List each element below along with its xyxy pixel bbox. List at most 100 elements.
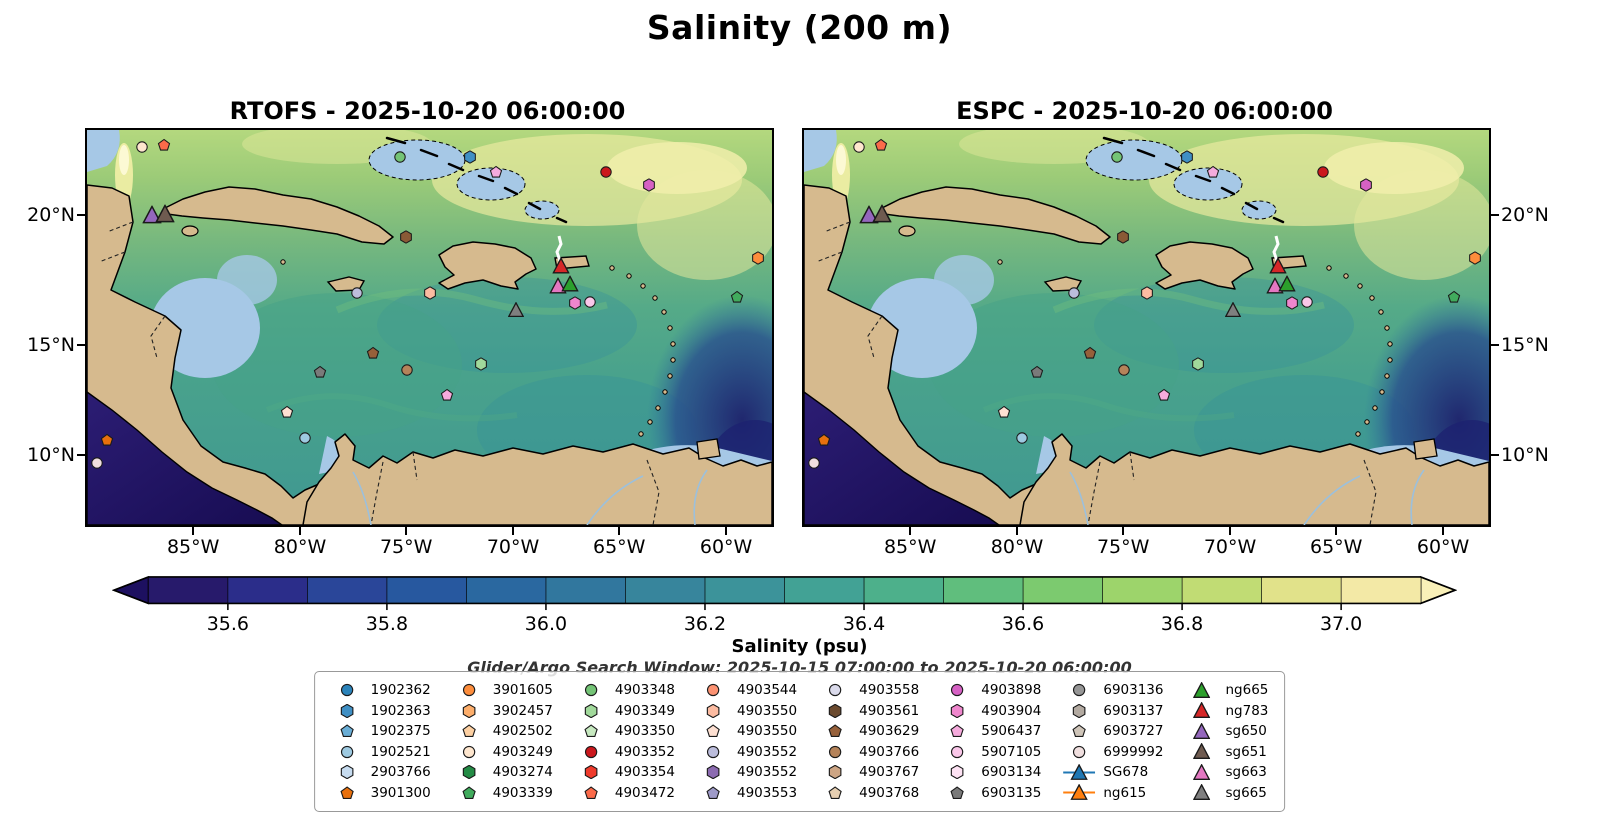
platform-marker: [997, 405, 1011, 419]
legend-item-4903558: 4903558: [819, 680, 919, 701]
lat-tick-label: 20°N: [27, 203, 75, 226]
colorbar-tick-label: 36.0: [524, 613, 568, 635]
platform-marker: [600, 165, 613, 178]
hexagon-marker-icon: [453, 703, 485, 718]
legend-label: 4903550: [736, 702, 798, 719]
legend-label: 6999992: [1103, 743, 1164, 760]
legend-label: 3901605: [492, 682, 553, 699]
legend-label: ng783: [1225, 702, 1269, 719]
lat-tick-mark: [1491, 213, 1499, 216]
hexagon-marker-icon: [400, 230, 413, 244]
platform-marker-sg665: [1224, 301, 1242, 318]
lon-tick-mark: [1016, 527, 1019, 535]
triangle-marker-icon: [1192, 784, 1210, 801]
platform-marker-sg650: [859, 204, 879, 224]
circle-marker-icon: [136, 141, 148, 153]
legend-label: 4903544: [736, 682, 798, 699]
legend-label: 4903904: [981, 702, 1042, 719]
legend-label: 4903550: [736, 723, 798, 740]
legend-item-4903339: 4903339: [453, 783, 553, 804]
legend-item-4903550: 4903550: [697, 701, 797, 722]
legend-item-sg651: sg651: [1185, 742, 1268, 763]
legend-item-4903544: 4903544: [697, 680, 797, 701]
pentagon-marker-icon: [1072, 724, 1087, 738]
pentagon-marker-icon: [697, 786, 729, 800]
lon-tick-label: 65°W: [1310, 536, 1363, 558]
lat-tick-mark: [77, 454, 85, 457]
lon-tick-label: 60°W: [1416, 536, 1470, 558]
pentagon-marker-icon: [453, 724, 485, 738]
legend-label: 6903134: [981, 764, 1042, 781]
lon-tick-label: 80°W: [273, 536, 327, 558]
hexagon-marker-icon: [950, 703, 964, 718]
lon-tick-mark: [725, 527, 728, 535]
pentagon-marker-icon: [157, 138, 170, 151]
circle-marker-icon: [1301, 296, 1313, 308]
legend-item-1902363: 1902363: [331, 701, 431, 722]
triangle-marker-icon: [1192, 681, 1210, 698]
circle-marker-icon: [1118, 364, 1130, 376]
circle-marker-icon: [951, 745, 964, 758]
pentagon-marker-icon: [575, 724, 607, 738]
hexagon-marker-icon: [475, 357, 487, 371]
triangle-marker-icon: [1224, 301, 1242, 318]
legend-label: 4903249: [492, 743, 553, 760]
lon-tick-mark: [618, 527, 621, 535]
hexagon-marker-icon: [1141, 286, 1154, 300]
colorbar-ticks: 35.6 35.8 36.0 36.2 36.4 36.6 36.8 37.0: [112, 611, 1457, 635]
hexagon-marker-icon: [575, 765, 607, 780]
pentagon-marker-icon: [706, 724, 720, 738]
pentagon-marker-icon: [997, 405, 1011, 418]
platform-marker: [1359, 178, 1372, 192]
lon-tick-mark: [405, 527, 408, 535]
hexagon-marker-icon: [340, 765, 353, 780]
platform-marker: [1030, 365, 1044, 379]
platform-marker: [817, 433, 831, 447]
platform-marker: [367, 347, 380, 360]
platform-marker-sg651: [872, 203, 892, 224]
triangle-marker-icon: [1185, 763, 1217, 781]
legend-label: 5907105: [981, 743, 1042, 760]
lat-tick-mark: [77, 213, 85, 216]
legend-item-4903552: 4903552: [697, 762, 797, 783]
legend-label: sg663: [1225, 764, 1267, 781]
lat-tick-mark: [1491, 454, 1499, 457]
circle-marker-icon: [462, 745, 475, 758]
lon-tick-label: 75°W: [379, 536, 433, 558]
legend-label: 3901300: [370, 784, 431, 801]
pentagon-marker-icon: [1063, 724, 1095, 738]
circle-marker-icon: [1317, 166, 1329, 178]
lat-tick-label: 10°N: [1501, 444, 1549, 467]
legend-label: 4903274: [492, 764, 553, 781]
hexagon-marker-icon: [584, 703, 598, 718]
pentagon-marker-icon: [828, 724, 842, 738]
pentagon-marker-icon: [950, 786, 964, 799]
map-espc: 20°N 15°N 10°N 85°W 80°W 75°W 70°W 65°W 60°W: [802, 128, 1549, 558]
pentagon-marker-icon: [453, 786, 485, 800]
pentagon-marker-icon: [462, 786, 476, 799]
hexagon-marker-icon: [1073, 703, 1086, 718]
legend-label: 4903552: [736, 743, 798, 760]
legend-label: 4903558: [859, 682, 920, 699]
pentagon-marker-icon: [280, 405, 294, 418]
pentagon-marker-icon: [1206, 165, 1220, 178]
legend-item-4903552: 4903552: [697, 742, 797, 763]
circle-marker-icon: [941, 745, 973, 759]
hexagon-marker-icon: [819, 765, 851, 780]
legend-item-4903348: 4903348: [575, 680, 675, 701]
triangle-marker-icon: [1192, 763, 1210, 780]
legend-label: ng665: [1225, 682, 1269, 699]
legend-item-6903135: 6903135: [941, 783, 1041, 804]
triangle-marker-icon: [859, 204, 879, 224]
circle-marker-icon: [697, 683, 729, 697]
pentagon-marker-icon: [817, 433, 831, 446]
legend-item-4903898: 4903898: [941, 680, 1041, 701]
triangle-marker-icon: [1185, 702, 1217, 719]
legend-label: 4903348: [614, 682, 675, 699]
circle-marker-icon: [1063, 745, 1095, 759]
hexagon-marker-icon: [828, 703, 842, 718]
pentagon-marker-icon: [584, 786, 598, 799]
triangle-marker-icon: [1185, 681, 1217, 699]
pentagon-marker-icon: [584, 724, 598, 738]
panel-rtofs-title: RTOFS - 2025-10-20 06:00:00: [229, 97, 626, 125]
